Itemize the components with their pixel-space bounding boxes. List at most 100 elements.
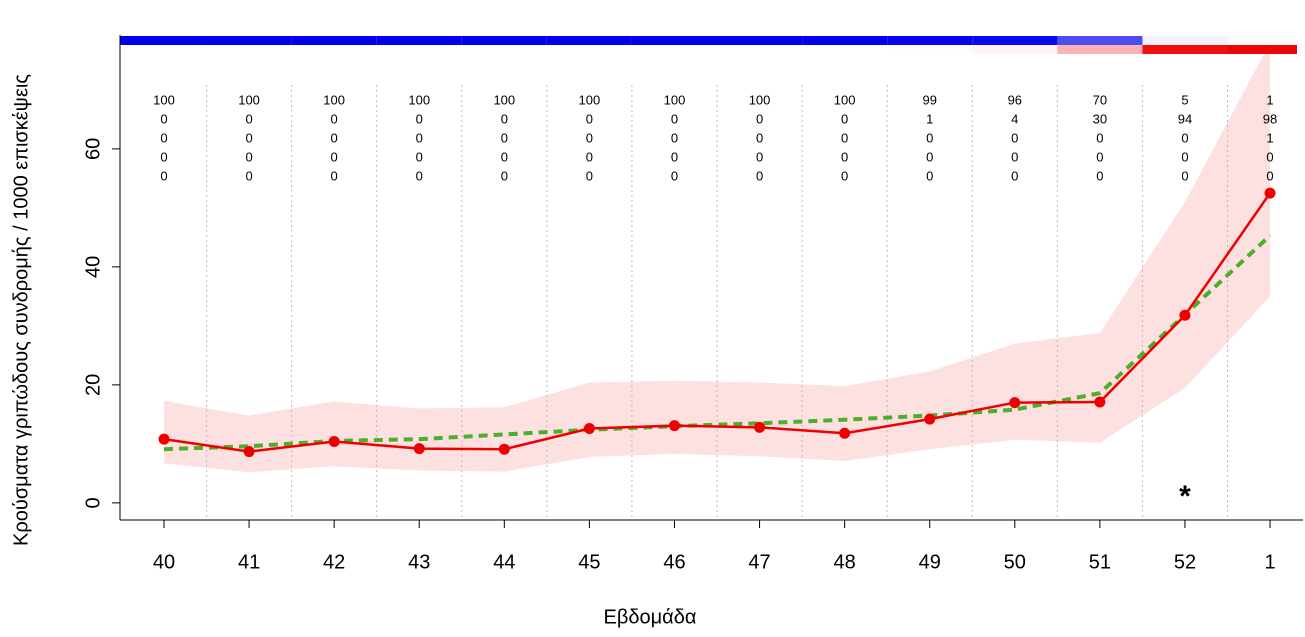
annotation: *	[1179, 480, 1191, 513]
state-strip	[887, 45, 972, 54]
state-value: 0	[926, 149, 933, 164]
state-strip	[1227, 45, 1297, 54]
state-value: 0	[1011, 130, 1018, 145]
data-point	[328, 436, 340, 448]
state-strip	[207, 45, 292, 54]
state-value: 5	[1181, 92, 1188, 107]
state-value: 0	[1096, 168, 1103, 183]
state-value: 0	[756, 149, 763, 164]
state-value: 100	[834, 92, 856, 107]
data-point	[754, 421, 766, 433]
state-value: 0	[331, 130, 338, 145]
x-tick-label: 40	[153, 551, 175, 573]
data-point	[1009, 397, 1021, 409]
state-strip	[292, 45, 377, 54]
y-tick-label: 20	[82, 374, 104, 396]
y-axis-label: Κρούσματα γριπώδους συνδρομής / 1000 επι…	[10, 74, 32, 546]
state-value: 100	[323, 92, 345, 107]
state-value: 99	[922, 92, 936, 107]
state-value: 0	[841, 111, 848, 126]
state-value: 94	[1178, 111, 1192, 126]
x-tick-label: 49	[919, 551, 941, 573]
data-point	[498, 443, 510, 455]
state-value: 0	[245, 168, 252, 183]
state-value: 0	[841, 168, 848, 183]
state-strip	[972, 36, 1058, 45]
state-value: 0	[586, 130, 593, 145]
data-point	[1094, 396, 1106, 408]
state-value: 0	[501, 130, 508, 145]
state-strip	[291, 36, 377, 45]
state-strip	[802, 36, 888, 45]
x-tick-label: 51	[1089, 551, 1111, 573]
data-point	[668, 420, 680, 432]
x-tick-label: 45	[578, 551, 600, 573]
data-point	[1264, 187, 1276, 199]
data-point	[413, 443, 425, 455]
state-value: 4	[1011, 111, 1018, 126]
state-strip	[717, 36, 803, 45]
state-value: 1	[926, 111, 933, 126]
state-value: 0	[416, 130, 423, 145]
state-value: 0	[1266, 149, 1273, 164]
state-value: 0	[245, 149, 252, 164]
state-value: 0	[586, 111, 593, 126]
state-strip	[462, 45, 547, 54]
state-value: 0	[331, 168, 338, 183]
state-value: 0	[1096, 149, 1103, 164]
state-value: 0	[1096, 130, 1103, 145]
state-strip	[120, 45, 207, 54]
state-value: 0	[1011, 168, 1018, 183]
state-value: 0	[501, 168, 508, 183]
y-tick-label: 0	[82, 497, 104, 508]
x-tick-label: 47	[748, 551, 770, 573]
state-value: 0	[245, 111, 252, 126]
state-value: 1	[1266, 130, 1273, 145]
x-tick-label: 1	[1264, 551, 1275, 573]
state-value: 0	[926, 130, 933, 145]
state-value: 0	[926, 168, 933, 183]
state-strip	[717, 45, 802, 54]
state-strip	[206, 36, 292, 45]
data-point	[924, 413, 936, 425]
confidence-band	[164, 42, 1271, 473]
state-value: 0	[1181, 168, 1188, 183]
state-value: 100	[153, 92, 175, 107]
state-strip	[887, 36, 973, 45]
x-tick-label: 48	[834, 551, 856, 573]
series-line	[163, 192, 1272, 453]
x-tick-label: 44	[493, 551, 515, 573]
data-point	[583, 423, 595, 435]
state-value: 0	[416, 168, 423, 183]
state-value: 0	[671, 168, 678, 183]
state-value: 0	[501, 149, 508, 164]
state-strip	[376, 36, 462, 45]
state-value: 0	[245, 130, 252, 145]
y-tick-label: 40	[82, 256, 104, 278]
state-strip	[632, 45, 717, 54]
state-value: 0	[671, 149, 678, 164]
state-value: 0	[160, 168, 167, 183]
state-value: 96	[1008, 92, 1022, 107]
state-value: 0	[160, 149, 167, 164]
state-strip	[377, 45, 462, 54]
state-value: 0	[756, 168, 763, 183]
state-value: 0	[331, 111, 338, 126]
state-value: 30	[1093, 111, 1107, 126]
state-value: 0	[501, 111, 508, 126]
data-point	[1179, 309, 1191, 321]
state-value: 0	[1181, 130, 1188, 145]
state-value: 0	[586, 149, 593, 164]
state-value: 100	[664, 92, 686, 107]
state-value: 0	[1011, 149, 1018, 164]
state-value: 0	[160, 111, 167, 126]
x-tick-label: 42	[323, 551, 345, 573]
x-tick-label: 43	[408, 551, 430, 573]
state-strip	[1057, 45, 1143, 54]
state-value: 0	[331, 149, 338, 164]
state-strip	[1228, 36, 1298, 45]
state-value: 0	[756, 111, 763, 126]
state-value: 0	[416, 111, 423, 126]
state-value: 98	[1263, 111, 1277, 126]
